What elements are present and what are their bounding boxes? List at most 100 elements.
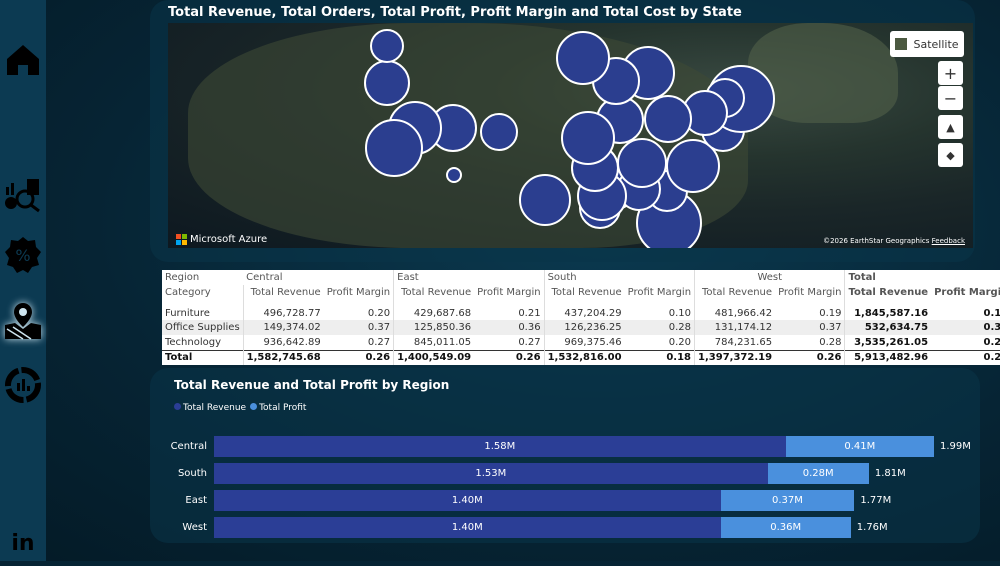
value-cell: 0.18 <box>983 308 1000 319</box>
table-row: Furniture 496,728.77 0.20 429,687.68 0.21 437… <box>162 300 1000 320</box>
nav-dashboard[interactable] <box>2 362 44 408</box>
category-axis-label: East <box>185 495 207 506</box>
copyright-text: ©2026 EarthStar Geographics <box>823 237 930 245</box>
bar-data-label: 0.36M <box>770 522 802 533</box>
state-bubble[interactable] <box>365 119 423 177</box>
nav-home[interactable] <box>2 36 44 82</box>
legend-label: Total Revenue <box>183 403 247 413</box>
legend-label: Total Profit <box>259 403 307 413</box>
zoom-in-button[interactable]: + <box>938 61 963 85</box>
profit-bar[interactable]: 0.28M <box>767 463 869 484</box>
compass-button[interactable]: ◆ <box>938 143 963 167</box>
value-cell: 3,535,261.05 <box>844 335 932 350</box>
value-cell: 0.20 <box>668 336 692 348</box>
value-cell: 0.28 <box>819 336 842 348</box>
profit-bar[interactable]: 0.37M <box>720 490 855 511</box>
map-attribution: ©2026 EarthStar Geographics Feedback <box>823 237 965 245</box>
compass-icon: ◆ <box>946 148 955 162</box>
value-cell: 0.18 <box>624 349 695 365</box>
margin-column-header[interactable]: Profit Margin <box>477 287 541 298</box>
chart-legend: Total Revenue Total Profit <box>174 403 306 413</box>
value-cell: 0.26 <box>323 349 394 365</box>
state-bubble[interactable] <box>446 167 462 183</box>
value-cell: 5,913,482.96 <box>844 349 932 365</box>
category-axis-label: South <box>177 468 207 479</box>
nav-analytics[interactable] <box>2 170 44 216</box>
region-header[interactable]: West <box>694 270 845 285</box>
revenue-column-header[interactable]: Total Revenue <box>242 285 324 300</box>
total-row: Total 1,582,745.68 0.26 1,400,549.09 0.26 1,5… <box>162 349 1000 365</box>
value-cell: 845,011.05 <box>393 335 475 350</box>
profit-bar[interactable]: 0.36M <box>720 517 851 538</box>
value-cell: 1,400,549.09 <box>393 349 475 365</box>
state-bubble[interactable] <box>644 95 692 143</box>
legend-dot-icon <box>174 403 181 410</box>
nav-linkedin[interactable]: in <box>2 520 44 566</box>
category-axis-label: Central <box>170 441 207 452</box>
value-cell: 481,966.42 <box>694 300 776 320</box>
category-axis-label: West <box>182 522 207 533</box>
revenue-column-header[interactable]: Total Revenue <box>543 285 625 300</box>
revenue-bar[interactable]: 1.58M <box>214 436 786 457</box>
state-bubble[interactable] <box>561 111 615 165</box>
value-cell: 936,642.89 <box>242 335 324 350</box>
value-cell: 437,204.29 <box>543 300 625 320</box>
value-cell: 0.27 <box>518 336 541 348</box>
margin-column-header[interactable]: Profit Margin <box>627 287 692 298</box>
total-header: Total <box>844 270 1000 285</box>
value-cell: 0.10 <box>668 308 692 319</box>
state-bubble[interactable] <box>364 60 410 106</box>
legend-dot-icon <box>250 403 258 410</box>
satellite-label: Satellite <box>913 37 959 51</box>
bubble-map[interactable]: Satellite + − ▲ ◆ Microsoft Azure ©2026 … <box>168 23 973 248</box>
margin-column-header[interactable]: Profit Margin <box>934 287 1000 298</box>
value-cell: 1,397,372.19 <box>694 349 776 365</box>
bar-data-label: 0.28M <box>802 468 834 479</box>
revenue-column-header[interactable]: Total Revenue <box>393 285 475 300</box>
state-bubble[interactable] <box>480 113 518 151</box>
region-header[interactable]: East <box>393 270 545 285</box>
bar-total-label: 1.77M <box>860 495 892 506</box>
feedback-link[interactable]: Feedback <box>931 237 965 245</box>
region-header[interactable]: Central <box>246 272 283 283</box>
state-bubble[interactable] <box>519 174 571 226</box>
margin-column-header[interactable]: Profit Margin <box>326 287 391 298</box>
legend-item-profit[interactable]: Total Profit <box>250 403 306 413</box>
bar-data-label: 1.53M <box>475 468 507 479</box>
category-label: Category <box>165 287 211 298</box>
tilt-button[interactable]: ▲ <box>938 115 963 139</box>
value-cell: 1,532,816.00 <box>543 349 625 365</box>
state-bubble[interactable] <box>617 138 667 188</box>
legend-item-revenue[interactable]: Total Revenue <box>174 403 246 413</box>
margin-column-header[interactable]: Profit Margin <box>778 287 842 298</box>
value-cell: 784,231.65 <box>694 335 776 350</box>
bar-data-label: 0.37M <box>772 495 803 506</box>
revenue-bar[interactable]: 1.53M <box>214 463 768 484</box>
category-cell: Total <box>162 349 244 365</box>
value-cell: 0.20 <box>367 308 391 319</box>
value-cell: 0.36 <box>474 320 545 335</box>
chart-title: Total Revenue and Total Profit by Region <box>174 378 450 392</box>
table-row: Office Supplies 149,374.02 0.37 125,850.36 0… <box>162 320 1000 335</box>
nav-map[interactable] <box>2 298 44 344</box>
revenue-column-header[interactable]: Total Revenue <box>844 285 932 300</box>
bar-data-label: 1.58M <box>484 441 516 452</box>
value-cell: 1,582,745.68 <box>242 349 324 365</box>
nav-discount[interactable]: % <box>2 232 44 278</box>
satellite-toggle[interactable]: Satellite <box>890 31 964 57</box>
revenue-column-header[interactable]: Total Revenue <box>694 285 776 300</box>
state-bubble[interactable] <box>370 29 404 63</box>
azure-brand-text: Microsoft Azure <box>190 234 268 245</box>
revenue-bar[interactable]: 1.40M <box>214 490 721 511</box>
zoom-out-button[interactable]: − <box>938 86 963 110</box>
value-cell: 0.26 <box>983 336 1000 348</box>
svg-text:%: % <box>15 246 30 265</box>
state-bubble[interactable] <box>556 31 610 85</box>
bar-total-label: 1.99M <box>940 441 971 452</box>
profit-bar[interactable]: 0.41M <box>785 436 934 457</box>
analytics-icon <box>5 179 40 213</box>
region-header[interactable]: South <box>543 270 695 285</box>
value-cell: 429,687.68 <box>393 300 475 320</box>
revenue-bar[interactable]: 1.40M <box>214 517 721 538</box>
microsoft-logo-icon <box>176 234 187 245</box>
